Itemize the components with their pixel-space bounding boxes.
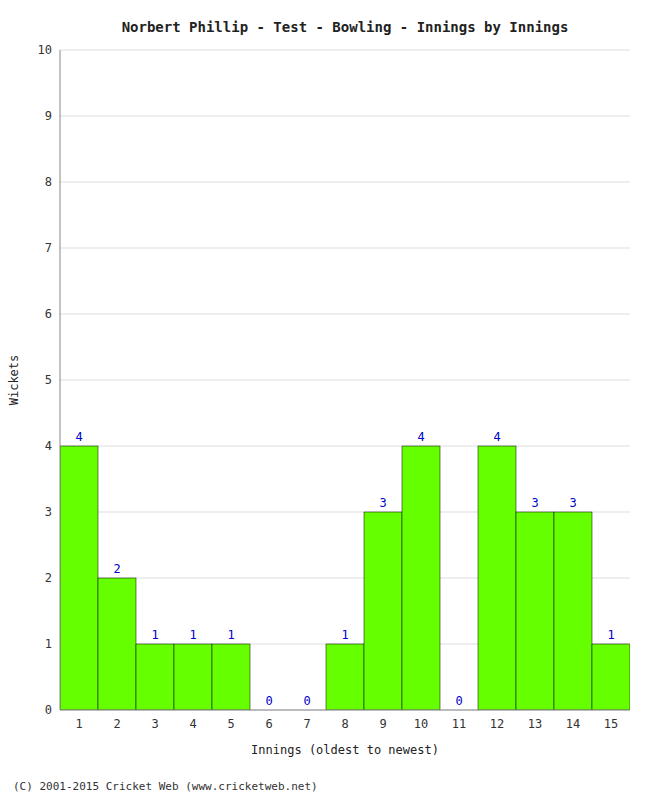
y-axis	[60, 50, 61, 710]
data-label: 1	[151, 628, 158, 642]
x-tick-label: 5	[227, 717, 234, 731]
data-label: 0	[303, 694, 310, 708]
x-tick-label: 8	[341, 717, 348, 731]
bar	[402, 446, 440, 710]
x-axis-label: Innings (oldest to newest)	[251, 743, 439, 757]
data-label: 1	[227, 628, 234, 642]
grid-line	[60, 710, 630, 711]
x-axis	[60, 710, 630, 711]
y-tick-label: 4	[45, 439, 52, 453]
x-tick-label: 15	[604, 717, 618, 731]
bars	[60, 446, 630, 710]
y-tick-label: 8	[45, 175, 52, 189]
bar	[364, 512, 402, 710]
grid	[60, 50, 630, 710]
x-tick-label: 1	[75, 717, 82, 731]
x-tick-label: 3	[151, 717, 158, 731]
data-label: 3	[379, 496, 386, 510]
x-tick-label: 12	[490, 717, 504, 731]
title: Norbert Phillip - Test - Bowling - Innin…	[122, 19, 569, 35]
y-tick-label: 6	[45, 307, 52, 321]
x-tick-label: 6	[265, 717, 272, 731]
x-tick-label: 2	[113, 717, 120, 731]
footer: (C) 2001-2015 Cricket Web (www.cricketwe…	[13, 780, 318, 793]
data-label: 1	[341, 628, 348, 642]
bar	[478, 446, 516, 710]
chart: 0123456789104211100134043311234567891011…	[0, 0, 650, 800]
grid-line	[60, 50, 630, 51]
data-label: 4	[493, 430, 500, 444]
y-tick-label: 3	[45, 505, 52, 519]
bar	[326, 644, 364, 710]
y-tick-label: 5	[45, 373, 52, 387]
y-tick-label: 10	[38, 43, 52, 57]
y-tick-label: 2	[45, 571, 52, 585]
bar	[174, 644, 212, 710]
x-tick-label: 4	[189, 717, 196, 731]
data-label: 2	[113, 562, 120, 576]
bar	[516, 512, 554, 710]
x-tick-label: 13	[528, 717, 542, 731]
bar	[98, 578, 136, 710]
x-tick-label: 9	[379, 717, 386, 731]
y-axis-label: Wickets	[7, 355, 21, 406]
data-label: 3	[531, 496, 538, 510]
data-label: 4	[417, 430, 424, 444]
x-tick-label: 14	[566, 717, 580, 731]
data-label: 3	[569, 496, 576, 510]
y-tick-label: 0	[45, 703, 52, 717]
grid-line	[60, 248, 630, 249]
bar	[136, 644, 174, 710]
data-label: 1	[607, 628, 614, 642]
y-tick-label: 7	[45, 241, 52, 255]
x-tick-label: 11	[452, 717, 466, 731]
data-label: 0	[265, 694, 272, 708]
grid-line	[60, 182, 630, 183]
x-tick-label: 7	[303, 717, 310, 731]
y-tick-label: 1	[45, 637, 52, 651]
data-label: 4	[75, 430, 82, 444]
x-tick-label: 10	[414, 717, 428, 731]
bar	[592, 644, 630, 710]
grid-line	[60, 380, 630, 381]
grid-line	[60, 314, 630, 315]
data-label: 1	[189, 628, 196, 642]
y-tick-label: 9	[45, 109, 52, 123]
bar	[212, 644, 250, 710]
bar	[554, 512, 592, 710]
bar	[60, 446, 98, 710]
grid-line	[60, 446, 630, 447]
grid-line	[60, 116, 630, 117]
data-label: 0	[455, 694, 462, 708]
